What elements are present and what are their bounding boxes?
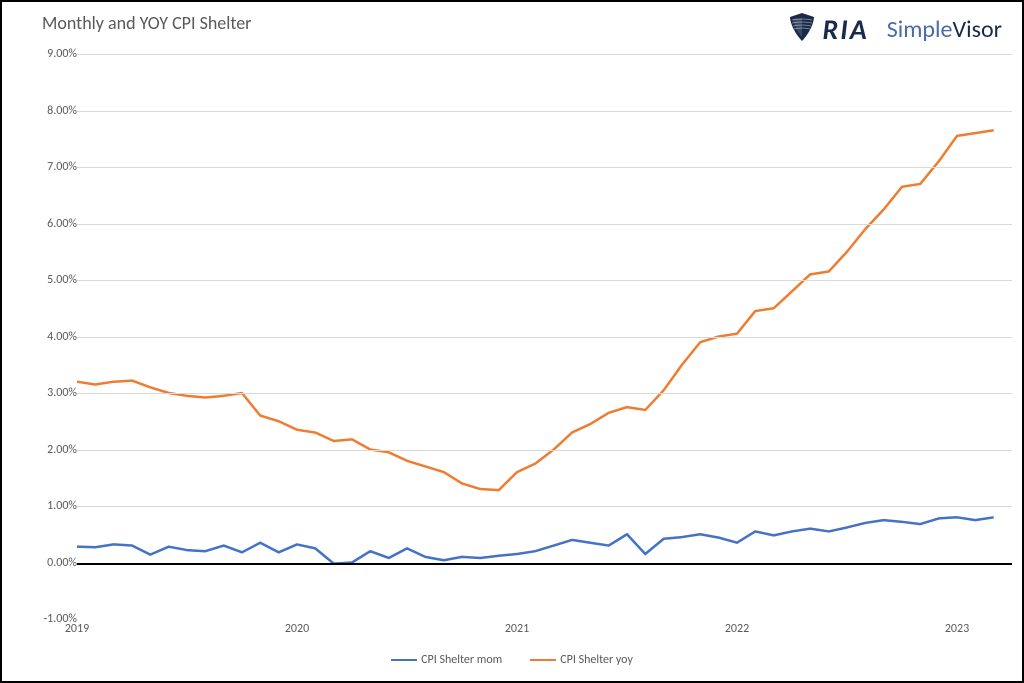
x-axis-label: 2021: [505, 622, 529, 636]
legend-swatch-mom: [391, 659, 417, 661]
brand-ria: RIA: [822, 12, 868, 47]
gridline: [77, 167, 1012, 168]
gridline: [77, 393, 1012, 394]
y-axis-label: 1.00%: [47, 499, 77, 513]
y-axis-label: 6.00%: [47, 217, 77, 231]
legend-item-yoy: CPI Shelter yoy: [530, 653, 633, 667]
x-axis-label: 2020: [285, 622, 309, 636]
brand-visor: Visor: [952, 15, 1002, 44]
shield-icon: [788, 12, 816, 47]
y-axis-label: 8.00%: [47, 104, 77, 118]
x-axis-label: 2023: [945, 622, 969, 636]
series-line-1: [77, 130, 994, 490]
x-axis-label: 2022: [725, 622, 749, 636]
gridline: [77, 54, 1012, 55]
x-axis-label: 2019: [65, 622, 89, 636]
gridline: [77, 450, 1012, 451]
gridline: [77, 337, 1012, 338]
legend-label-yoy: CPI Shelter yoy: [560, 653, 633, 667]
brand-block: RIA SimpleVisor: [788, 12, 1002, 47]
gridline: [77, 224, 1012, 225]
chart-frame: Monthly and YOY CPI Shelter RIA SimpleVi…: [0, 0, 1024, 683]
legend-item-mom: CPI Shelter mom: [391, 653, 502, 667]
chart-title: Monthly and YOY CPI Shelter: [42, 12, 251, 34]
legend-label-mom: CPI Shelter mom: [421, 653, 502, 667]
y-axis-label: 5.00%: [47, 273, 77, 287]
legend-swatch-yoy: [530, 659, 556, 661]
series-line-0: [77, 517, 994, 563]
gridline: [77, 280, 1012, 281]
y-axis-label: 9.00%: [47, 47, 77, 61]
legend: CPI Shelter mom CPI Shelter yoy: [2, 653, 1022, 667]
y-axis-label: 2.00%: [47, 443, 77, 457]
y-axis-label: 7.00%: [47, 160, 77, 174]
y-axis-label: 3.00%: [47, 386, 77, 400]
y-axis-label: 0.00%: [47, 556, 77, 570]
zero-line: [77, 563, 1012, 565]
gridline: [77, 111, 1012, 112]
brand-simple: Simple: [887, 15, 953, 44]
gridline: [77, 506, 1012, 507]
plot-area: [77, 54, 1012, 619]
y-axis-label: 4.00%: [47, 330, 77, 344]
